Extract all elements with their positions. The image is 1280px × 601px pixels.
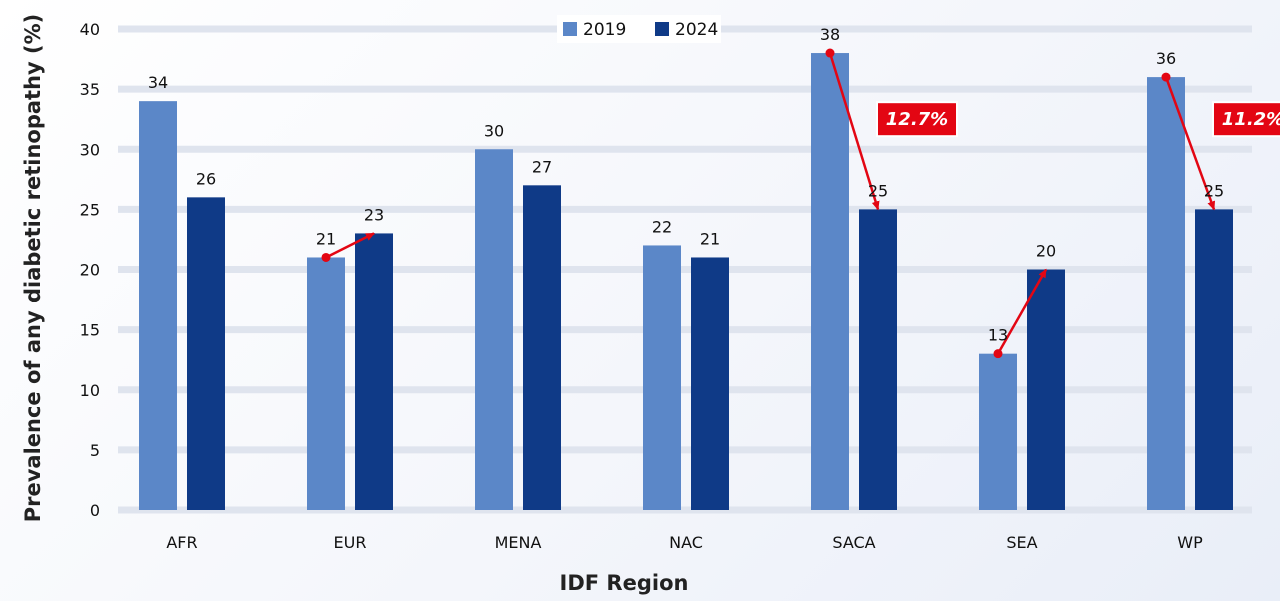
bar-2019-afr	[139, 101, 177, 511]
badge-box	[876, 101, 958, 138]
legend-background	[557, 15, 721, 43]
x-axis-title: IDF Region	[560, 571, 689, 595]
legend-swatch	[563, 22, 577, 36]
y-axis-title: Prevalence of any diabetic retinopathy (…	[21, 14, 45, 523]
bar-2019-sea	[979, 353, 1017, 510]
bar-2024-nac	[691, 257, 729, 510]
y-tick-label: 10	[80, 381, 100, 400]
data-label: 25	[1204, 181, 1224, 200]
x-tick-label: SEA	[1006, 533, 1037, 552]
legend: 2019 2024	[557, 15, 721, 43]
badge-label: 11.2%	[1222, 109, 1280, 130]
x-tick-label: MENA	[495, 533, 542, 552]
x-tick-label: WP	[1177, 533, 1203, 552]
bar-2024-afr	[187, 197, 225, 510]
data-label: 38	[820, 25, 840, 44]
data-label: 22	[652, 217, 672, 236]
data-label: 13	[988, 326, 1008, 345]
bar-2019-eur	[307, 257, 345, 510]
data-label: 26	[196, 169, 216, 188]
change-badge: 11.2%	[1212, 101, 1280, 138]
legend-swatch	[655, 22, 669, 36]
labels: 0 5 10 15 20 25 30 35 40 34 21 30 22 38 13 36 26 23 27 21 25…	[80, 20, 1225, 552]
badge-box	[1212, 101, 1280, 138]
y-tick-label: 40	[80, 20, 100, 39]
y-tick-label: 15	[80, 321, 100, 340]
y-tick-label: 25	[80, 200, 100, 219]
data-label: 34	[148, 73, 168, 92]
bar-2019-wp	[1147, 77, 1185, 510]
x-tick-label: EUR	[334, 533, 367, 552]
bar-2024-mena	[523, 185, 561, 510]
bar-2019-nac	[643, 245, 681, 510]
change-arrow	[828, 52, 880, 211]
bar-2019-mena	[475, 149, 513, 510]
data-label: 20	[1036, 242, 1056, 261]
bar-2024-sea	[1027, 269, 1065, 510]
bar-2024-saca	[859, 209, 897, 510]
data-label: 21	[316, 229, 336, 248]
change-arrow	[325, 232, 375, 259]
y-tick-label: 0	[90, 501, 100, 520]
bars	[139, 53, 1233, 511]
data-label: 23	[364, 205, 384, 224]
bar-2024-eur	[355, 233, 393, 511]
y-tick-label: 30	[80, 140, 100, 159]
gridlines	[118, 25, 1252, 514]
data-label: 21	[700, 229, 720, 248]
y-tick-label: 35	[80, 80, 100, 99]
y-tick-label: 5	[90, 441, 100, 460]
badge-label: 12.7%	[886, 109, 948, 130]
change-arrow	[996, 268, 1048, 355]
bar-2024-wp	[1195, 209, 1233, 510]
change-badge: 12.7%	[876, 101, 958, 138]
data-label: 25	[868, 181, 888, 200]
data-label: 27	[532, 157, 552, 176]
x-tick-label: NAC	[669, 533, 703, 552]
legend-label: 2024	[675, 20, 718, 40]
x-tick-label: AFR	[166, 533, 197, 552]
legend-label: 2019	[583, 20, 626, 40]
change-arrow	[1164, 76, 1216, 211]
x-tick-label: SACA	[832, 533, 875, 552]
bar-2019-saca	[811, 53, 849, 511]
y-tick-label: 20	[80, 261, 100, 280]
data-label: 36	[1156, 49, 1176, 68]
annotations: 12.7% 11.2%	[321, 48, 1280, 359]
data-label: 30	[484, 121, 504, 140]
